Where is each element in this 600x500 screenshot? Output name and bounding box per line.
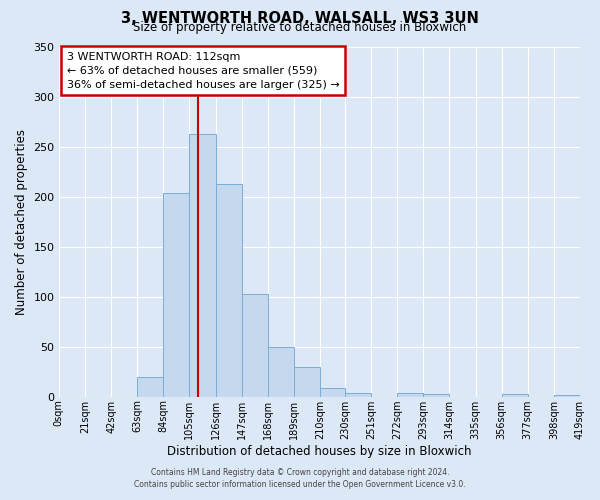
Bar [215,184,242,396]
Bar [397,392,423,396]
Text: Contains HM Land Registry data © Crown copyright and database right 2024.
Contai: Contains HM Land Registry data © Crown c… [134,468,466,489]
Bar [345,392,371,396]
Bar [190,134,215,396]
Bar [242,294,268,397]
Bar [163,192,190,396]
Bar [554,394,580,396]
X-axis label: Distribution of detached houses by size in Bloxwich: Distribution of detached houses by size … [167,444,472,458]
Text: 3, WENTWORTH ROAD, WALSALL, WS3 3UN: 3, WENTWORTH ROAD, WALSALL, WS3 3UN [121,11,479,26]
Bar [320,388,345,396]
Text: Size of property relative to detached houses in Bloxwich: Size of property relative to detached ho… [133,22,467,35]
Bar [294,366,320,396]
Bar [268,346,294,397]
Bar [137,376,163,396]
Bar [502,394,528,396]
Bar [423,394,449,396]
Text: 3 WENTWORTH ROAD: 112sqm
← 63% of detached houses are smaller (559)
36% of semi-: 3 WENTWORTH ROAD: 112sqm ← 63% of detach… [67,52,340,90]
Y-axis label: Number of detached properties: Number of detached properties [15,128,28,314]
